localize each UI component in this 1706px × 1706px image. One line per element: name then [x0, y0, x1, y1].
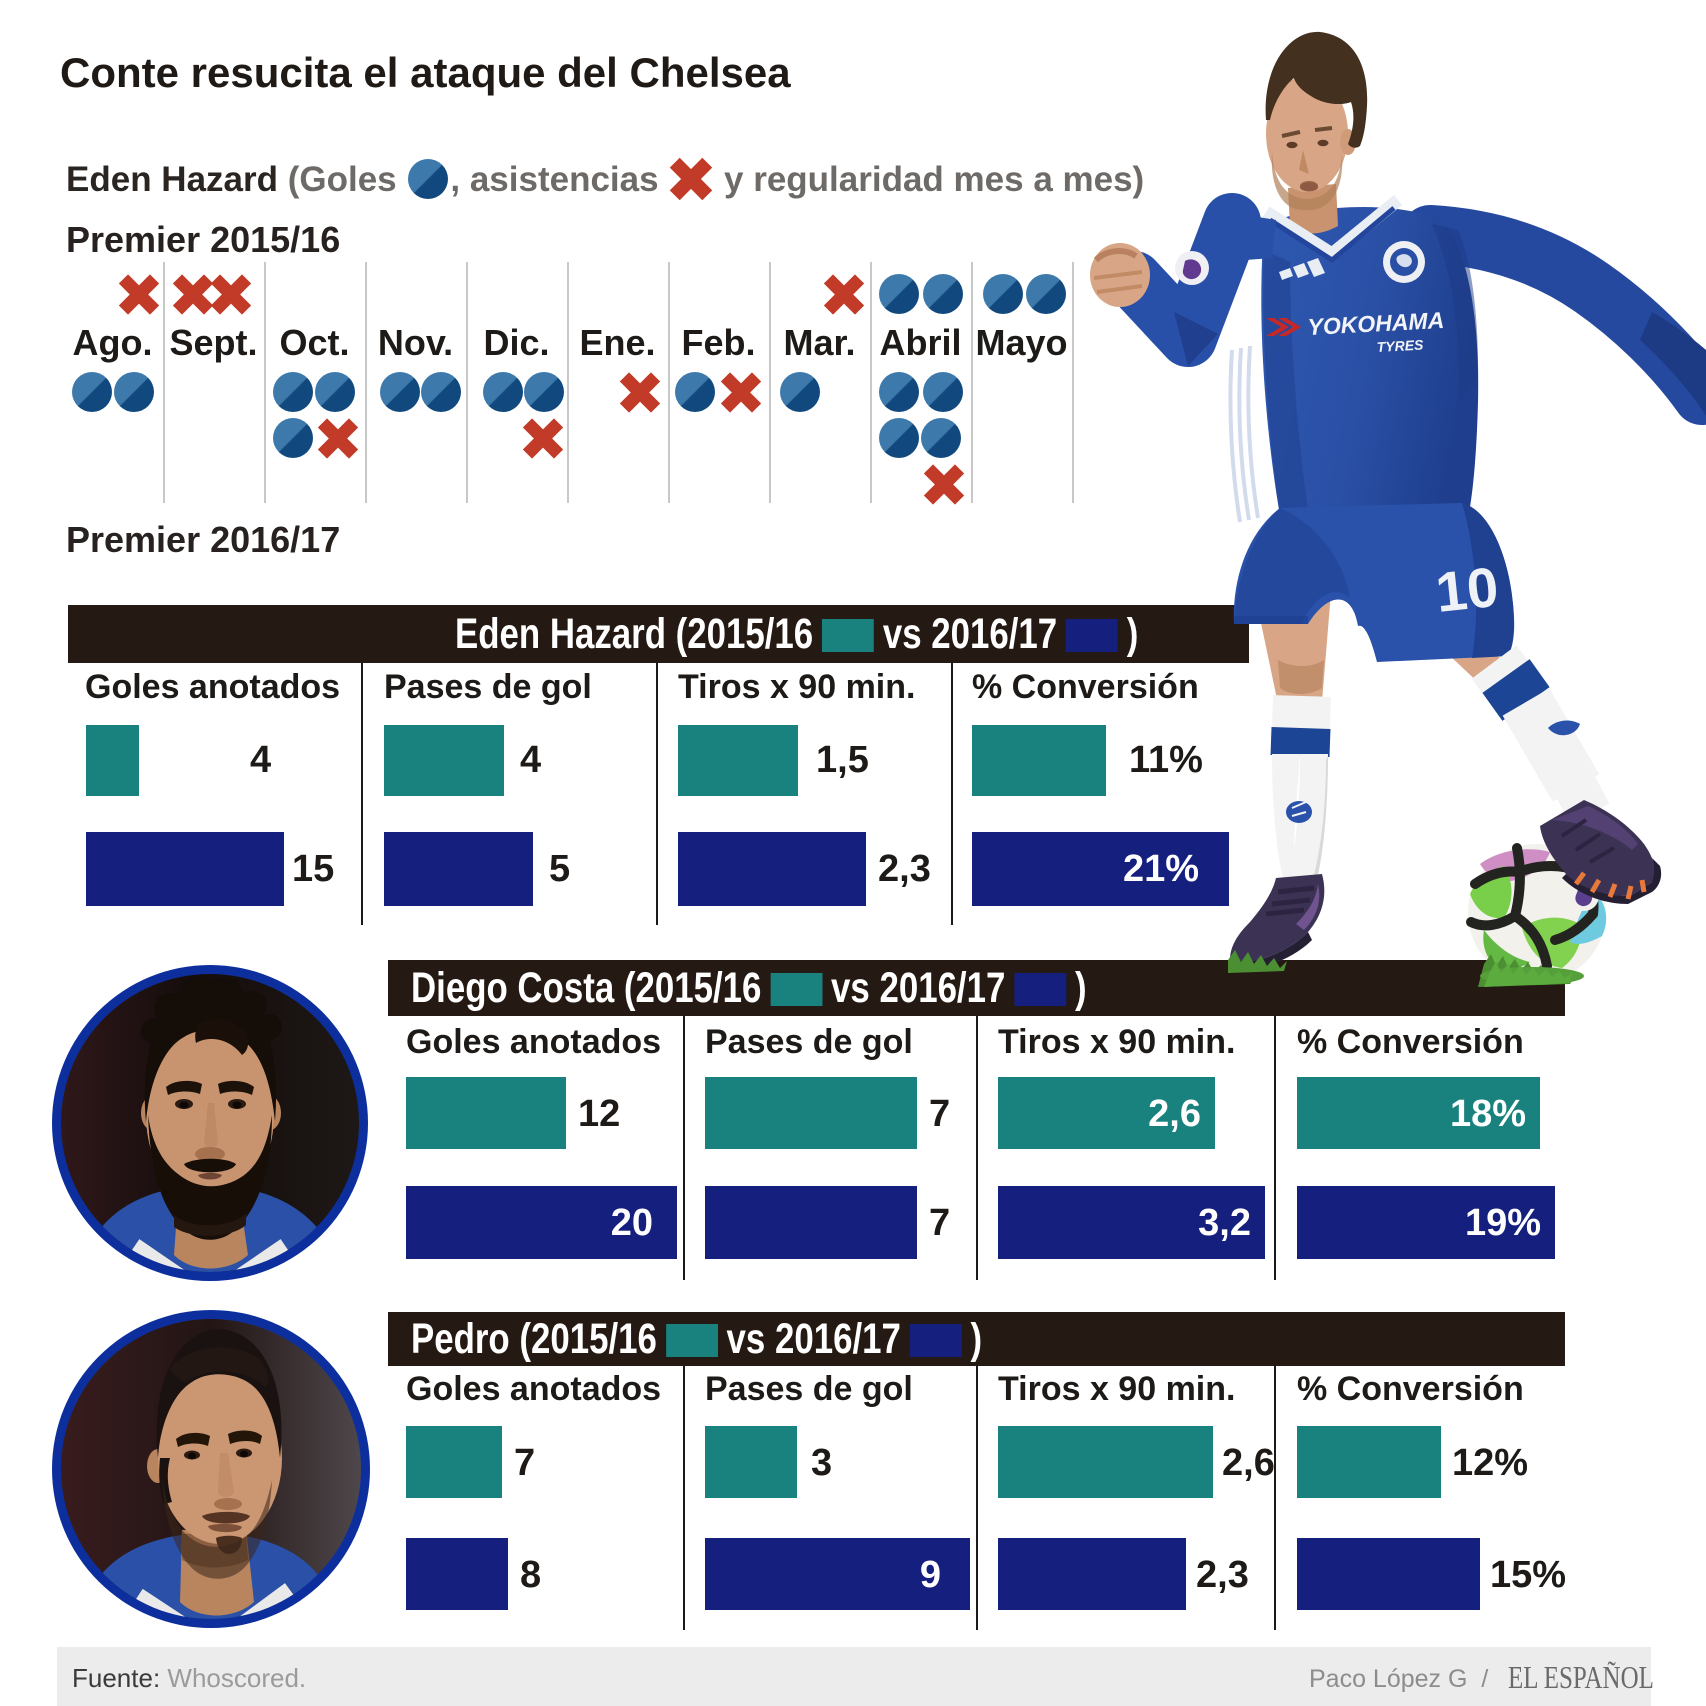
svg-text:TYRES: TYRES [1376, 337, 1424, 355]
svg-text:10: 10 [1433, 555, 1502, 624]
